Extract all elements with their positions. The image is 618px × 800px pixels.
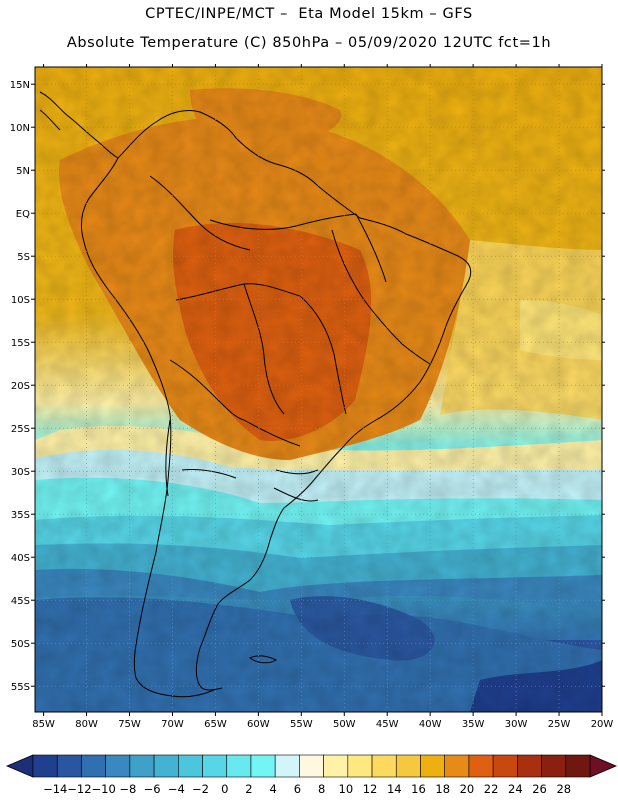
longitude-label: 50W (333, 719, 356, 730)
latitude-label: EQ (16, 209, 30, 220)
map-title-line-2: Absolute Temperature (C) 850hPa – 05/09/… (66, 35, 552, 51)
latitude-label: 5N (16, 166, 30, 177)
longitude-label: 45W (376, 719, 399, 730)
map-frame (34, 66, 603, 713)
colorbar-label: 22 (484, 782, 499, 796)
longitude-label: 75W (118, 719, 141, 730)
colorbar-label: 0 (221, 782, 228, 796)
latitude-label: 15N (10, 80, 30, 91)
longitude-label: 60W (247, 719, 270, 730)
latitude-label: 45S (11, 596, 30, 607)
colorbar-label: 12 (363, 782, 378, 796)
colorbar-label: 20 (460, 782, 475, 796)
latitude-label: 20S (11, 381, 30, 392)
latitude-label: 50S (11, 639, 30, 650)
colorbar-label: −8 (119, 782, 136, 796)
colorbar-swatch (32, 754, 58, 778)
colorbar-swatch (202, 754, 228, 778)
colorbar-label: 10 (339, 782, 354, 796)
longitude-label: 55W (290, 719, 313, 730)
colorbar-label: 26 (532, 782, 547, 796)
colorbar-label: 18 (435, 782, 450, 796)
coastline (39, 91, 472, 698)
latitude-label: 25S (11, 424, 30, 435)
latitude-label: 10N (10, 123, 30, 134)
colorbar-label: 2 (245, 782, 252, 796)
colorbar-label: −12 (67, 782, 91, 796)
latitude-label: 5S (17, 252, 30, 263)
colorbar-labels: −14 −12 −10 −8 −6 −4 −2 0 2 4 6 8 10 12 14 16 18 20 22 24 26… (43, 782, 571, 796)
temperature-colorbar (5, 754, 618, 778)
colorbar-swatch (129, 754, 155, 778)
colorbar-swatch (56, 754, 82, 778)
colorbar-label: −14 (43, 782, 67, 796)
colorbar-swatch (178, 754, 203, 778)
colorbar-swatch (420, 754, 445, 778)
colorbar-label: −4 (168, 782, 185, 796)
longitude-label: 35W (462, 719, 485, 730)
longitude-label: 20W (591, 719, 614, 730)
longitude-label: 65W (204, 719, 227, 730)
longitude-label: 30W (505, 719, 528, 730)
colorbar-swatch (105, 754, 131, 778)
colorbar-label: 8 (318, 782, 325, 796)
colorbar-swatch (541, 754, 567, 778)
colorbar-swatch (274, 754, 300, 778)
colorbar-swatch (81, 754, 106, 778)
latitude-label: 15S (11, 338, 30, 349)
colorbar-swatch (468, 754, 494, 778)
latitude-labels: 15N 10N 5N EQ 5S 10S 15S 20S 25S 30S 35S 40S 45S 50S 5… (10, 80, 30, 693)
longitude-label: 70W (161, 719, 184, 730)
colorbar-swatch (492, 754, 518, 778)
graticule (35, 67, 602, 712)
colorbar-label: −6 (144, 782, 161, 796)
latitude-label: 40S (11, 553, 30, 564)
map-title-line-1: CPTEC/INPE/MCT – Eta Model 15km – GFS (145, 6, 473, 22)
colorbar-high-arrow (589, 754, 618, 778)
colorbar-low-arrow (5, 754, 34, 778)
colorbar-label: 16 (411, 782, 426, 796)
colorbar-label: −10 (92, 782, 116, 796)
colorbar-swatch (323, 754, 349, 778)
colorbar-swatch (444, 754, 470, 778)
longitude-label: 25W (548, 719, 571, 730)
colorbar-label: 4 (270, 782, 277, 796)
longitude-label: 80W (75, 719, 98, 730)
colorbar-label: 28 (556, 782, 571, 796)
colorbar-swatch (347, 754, 373, 778)
axis-ticks (31, 64, 605, 716)
colorbar-swatch (517, 754, 542, 778)
longitude-label: 40W (419, 719, 442, 730)
colorbar-swatch (226, 754, 252, 778)
colorbar-label: −2 (192, 782, 209, 796)
latitude-label: 55S (11, 682, 30, 693)
colorbar-swatch (395, 754, 421, 778)
colorbar-swatch (153, 754, 179, 778)
colorbar-label: 6 (294, 782, 301, 796)
longitude-label: 85W (32, 719, 55, 730)
colorbar-swatch (371, 754, 397, 778)
latitude-label: 35S (11, 510, 30, 521)
colorbar-swatch (250, 754, 276, 778)
longitude-labels: 85W 80W 75W 70W 65W 60W 55W 50W 45W 40W 35W 30W 25W 2… (32, 719, 613, 730)
latitude-label: 30S (11, 467, 30, 478)
latitude-label: 10S (11, 295, 30, 306)
colorbar-label: 14 (387, 782, 402, 796)
colorbar-swatch (565, 754, 591, 778)
colorbar-swatch (299, 754, 324, 778)
temperature-field (35, 67, 602, 712)
colorbar-label: 24 (508, 782, 523, 796)
